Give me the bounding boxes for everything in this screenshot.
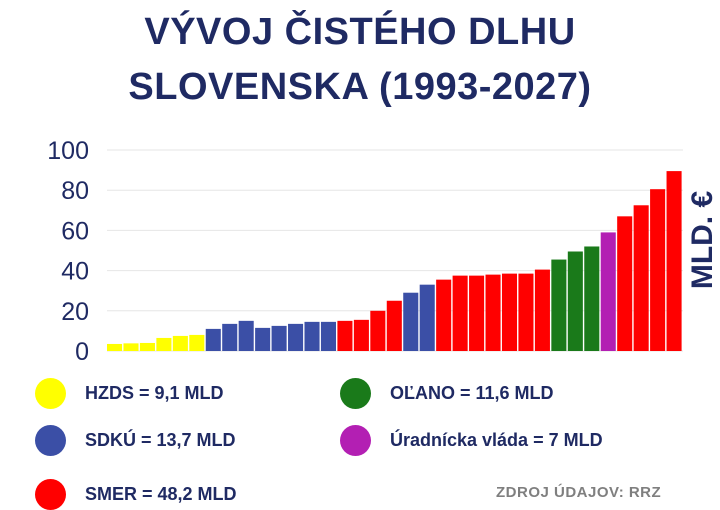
legend-item-hzds: HZDS = 9,1 MLD bbox=[35, 378, 224, 409]
chart-title-line-2: SLOVENSKA (1993-2027) bbox=[128, 66, 592, 108]
source-note: ZDROJ ÚDAJOV: RRZ bbox=[496, 484, 662, 501]
bar bbox=[271, 325, 287, 352]
y-tick-label: 100 bbox=[47, 137, 89, 165]
bar bbox=[386, 300, 402, 351]
legend-label-sdku: SDKÚ = 13,7 MLD bbox=[85, 430, 236, 450]
y-tick-label: 20 bbox=[61, 298, 89, 326]
bar bbox=[419, 284, 435, 351]
legend-item-sdku: SDKÚ = 13,7 MLD bbox=[35, 425, 236, 456]
legend-swatch-smer bbox=[35, 479, 66, 510]
legend-swatch-sdku bbox=[35, 425, 66, 456]
bar bbox=[189, 334, 205, 351]
bar bbox=[123, 343, 139, 351]
y-tick-label: 60 bbox=[61, 217, 89, 245]
bar bbox=[650, 189, 666, 351]
legend-label-smer: SMER = 48,2 MLD bbox=[85, 484, 237, 504]
legend-label-uradnicka-vlada: Úradnícka vláda = 7 MLD bbox=[390, 430, 603, 450]
bar bbox=[666, 171, 682, 351]
y-tick-label: 80 bbox=[61, 177, 89, 205]
legend-item-smer: SMER = 48,2 MLD bbox=[35, 479, 237, 510]
bar bbox=[403, 292, 419, 351]
bar bbox=[288, 323, 304, 351]
bar bbox=[452, 275, 468, 352]
bar bbox=[633, 205, 649, 351]
bar bbox=[370, 310, 386, 351]
y-tick-label: 0 bbox=[75, 338, 89, 366]
bar bbox=[320, 321, 336, 351]
chart-title-line-1: VÝVOJ ČISTÉHO DLHU bbox=[144, 11, 576, 53]
bar bbox=[238, 320, 254, 351]
y-tick-label: 40 bbox=[61, 258, 89, 286]
legend-item-uradnicka-vlada: Úradnícka vláda = 7 MLD bbox=[340, 425, 603, 456]
bar bbox=[205, 328, 221, 351]
bar bbox=[551, 259, 567, 351]
bar bbox=[567, 251, 583, 351]
legend-swatch-hzds bbox=[35, 378, 66, 409]
bar bbox=[107, 343, 123, 351]
bar bbox=[584, 246, 600, 351]
legend-label-hzds: HZDS = 9,1 MLD bbox=[85, 383, 224, 403]
legend-label-olano: OĽANO = 11,6 MLD bbox=[390, 383, 554, 403]
bar bbox=[304, 321, 320, 351]
bar bbox=[222, 323, 238, 351]
bar bbox=[255, 327, 271, 351]
bar bbox=[156, 337, 172, 351]
bar bbox=[617, 216, 633, 351]
bar bbox=[600, 232, 616, 351]
bar bbox=[485, 274, 501, 351]
legend-item-olano: OĽANO = 11,6 MLD bbox=[340, 378, 554, 409]
legend-swatch-uradnicka-vlada bbox=[340, 425, 371, 456]
bar bbox=[172, 335, 188, 351]
bar bbox=[534, 269, 550, 351]
bar bbox=[518, 273, 534, 351]
bar bbox=[337, 320, 353, 351]
bar bbox=[501, 273, 518, 351]
y-axis-label: MLD. € bbox=[686, 191, 719, 290]
bar bbox=[353, 319, 369, 351]
bar bbox=[469, 275, 485, 352]
legend-swatch-olano bbox=[340, 378, 371, 409]
bar bbox=[436, 279, 452, 351]
bar bbox=[139, 342, 155, 351]
